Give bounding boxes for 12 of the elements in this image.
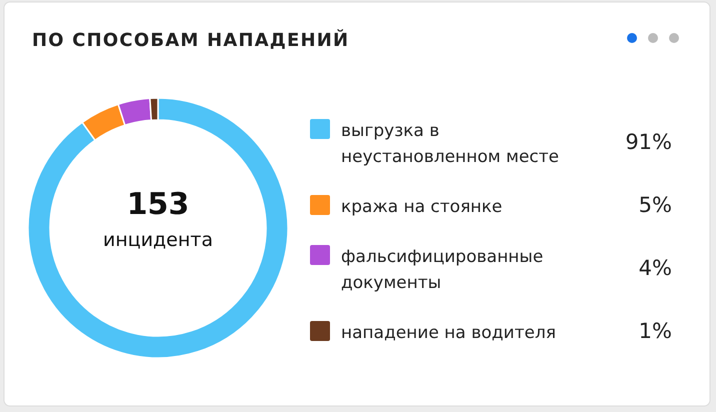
text: инцидента <box>102 229 214 251</box>
data-label: 5% <box>638 193 672 217</box>
legend-label: выгрузка в неустановленном месте <box>341 121 560 167</box>
data-label: 4% <box>638 256 672 280</box>
donut-slice <box>27 97 289 359</box>
data-label: 1% <box>638 319 672 343</box>
legend-label: фальсифицированные документы <box>341 247 544 293</box>
data-label: 91% <box>625 130 672 154</box>
legend-label: кража на стоянке <box>341 197 502 217</box>
text: 153 <box>126 187 190 222</box>
chart-title: ПО СПОСОБАМ НАПАДЕНИЙ <box>32 29 350 51</box>
legend-label: нападение на водителя <box>341 323 556 343</box>
